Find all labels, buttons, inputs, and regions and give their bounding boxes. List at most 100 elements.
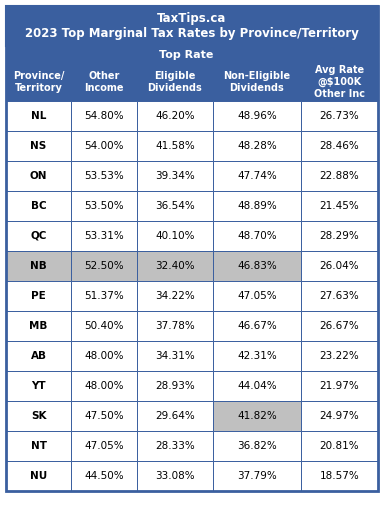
Text: 29.64%: 29.64% (155, 411, 195, 421)
Bar (6, 371, 71, 401)
Bar (301, 251, 378, 281)
Bar (71, 371, 137, 401)
Bar (71, 63, 137, 101)
Text: 50.40%: 50.40% (84, 321, 124, 331)
Bar (137, 431, 213, 461)
Bar (301, 431, 378, 461)
Text: Non-Eligible
Dividends: Non-Eligible Dividends (223, 71, 291, 93)
Bar (6, 251, 71, 281)
Text: Province/
Territory: Province/ Territory (13, 71, 64, 93)
Text: 48.00%: 48.00% (84, 351, 124, 361)
Bar (71, 281, 137, 311)
Bar (137, 101, 213, 131)
Text: 36.54%: 36.54% (155, 201, 195, 211)
Bar (71, 131, 137, 161)
Bar (301, 371, 378, 401)
Bar (137, 461, 213, 491)
Bar (6, 281, 71, 311)
Bar (137, 221, 213, 251)
Bar (137, 401, 213, 431)
Text: 24.97%: 24.97% (319, 411, 359, 421)
Text: Top Rate: Top Rate (159, 50, 213, 60)
Text: 48.28%: 48.28% (237, 141, 277, 151)
Bar (137, 281, 213, 311)
Bar (213, 281, 301, 311)
Bar (6, 63, 71, 101)
Bar (6, 461, 71, 491)
Bar (213, 251, 301, 281)
Text: 32.40%: 32.40% (155, 261, 195, 271)
Text: 20.81%: 20.81% (320, 441, 359, 451)
Text: SK: SK (31, 411, 46, 421)
Text: NB: NB (30, 261, 47, 271)
Bar (6, 161, 71, 191)
Text: TaxTips.ca
2023 Top Marginal Tax Rates by Province/Territory: TaxTips.ca 2023 Top Marginal Tax Rates b… (25, 12, 359, 40)
Text: 41.82%: 41.82% (237, 411, 277, 421)
Bar (301, 401, 378, 431)
Text: 26.73%: 26.73% (319, 111, 359, 121)
Bar (137, 371, 213, 401)
Text: 48.70%: 48.70% (237, 231, 277, 241)
Text: ON: ON (30, 171, 47, 181)
Bar (301, 161, 378, 191)
Text: Other
Income: Other Income (84, 71, 124, 93)
Bar (301, 461, 378, 491)
Bar (71, 341, 137, 371)
Bar (71, 251, 137, 281)
Bar (6, 63, 378, 101)
Bar (71, 401, 137, 431)
Text: 40.10%: 40.10% (155, 231, 195, 241)
Bar (6, 191, 71, 221)
Text: NU: NU (30, 471, 47, 481)
Bar (6, 6, 378, 46)
Text: YT: YT (31, 381, 46, 391)
Bar (213, 63, 301, 101)
Text: Eligible
Dividends: Eligible Dividends (147, 71, 202, 93)
Text: 48.00%: 48.00% (84, 381, 124, 391)
Text: 42.31%: 42.31% (237, 351, 277, 361)
Bar (6, 311, 71, 341)
Text: 28.33%: 28.33% (155, 441, 195, 451)
Bar (137, 191, 213, 221)
Text: 54.00%: 54.00% (84, 141, 124, 151)
Text: 39.34%: 39.34% (155, 171, 195, 181)
Text: MB: MB (29, 321, 48, 331)
Text: 53.53%: 53.53% (84, 171, 124, 181)
Bar (137, 311, 213, 341)
Bar (71, 311, 137, 341)
Text: 46.67%: 46.67% (237, 321, 277, 331)
Bar (213, 221, 301, 251)
Bar (301, 221, 378, 251)
Text: 37.78%: 37.78% (155, 321, 195, 331)
Bar (301, 63, 378, 101)
Text: 44.04%: 44.04% (237, 381, 277, 391)
Bar (137, 251, 213, 281)
Bar (137, 131, 213, 161)
Text: 52.50%: 52.50% (84, 261, 124, 271)
Text: 54.80%: 54.80% (84, 111, 124, 121)
Bar (6, 131, 71, 161)
Text: 37.79%: 37.79% (237, 471, 277, 481)
Bar (213, 371, 301, 401)
Text: 28.46%: 28.46% (319, 141, 359, 151)
Text: 47.74%: 47.74% (237, 171, 277, 181)
Bar (213, 311, 301, 341)
Bar (6, 221, 71, 251)
Text: 47.05%: 47.05% (84, 441, 124, 451)
Text: Avg Rate
@$100K
Other Inc: Avg Rate @$100K Other Inc (314, 65, 365, 99)
Text: 48.89%: 48.89% (237, 201, 277, 211)
Bar (71, 161, 137, 191)
Text: 26.67%: 26.67% (319, 321, 359, 331)
Bar (301, 281, 378, 311)
Bar (213, 131, 301, 161)
Text: 53.31%: 53.31% (84, 231, 124, 241)
Text: 21.97%: 21.97% (319, 381, 359, 391)
Text: 46.83%: 46.83% (237, 261, 277, 271)
Bar (213, 161, 301, 191)
Text: 44.50%: 44.50% (84, 471, 124, 481)
Bar (71, 461, 137, 491)
Bar (137, 161, 213, 191)
Text: 28.93%: 28.93% (155, 381, 195, 391)
Bar (301, 131, 378, 161)
Bar (6, 46, 378, 63)
